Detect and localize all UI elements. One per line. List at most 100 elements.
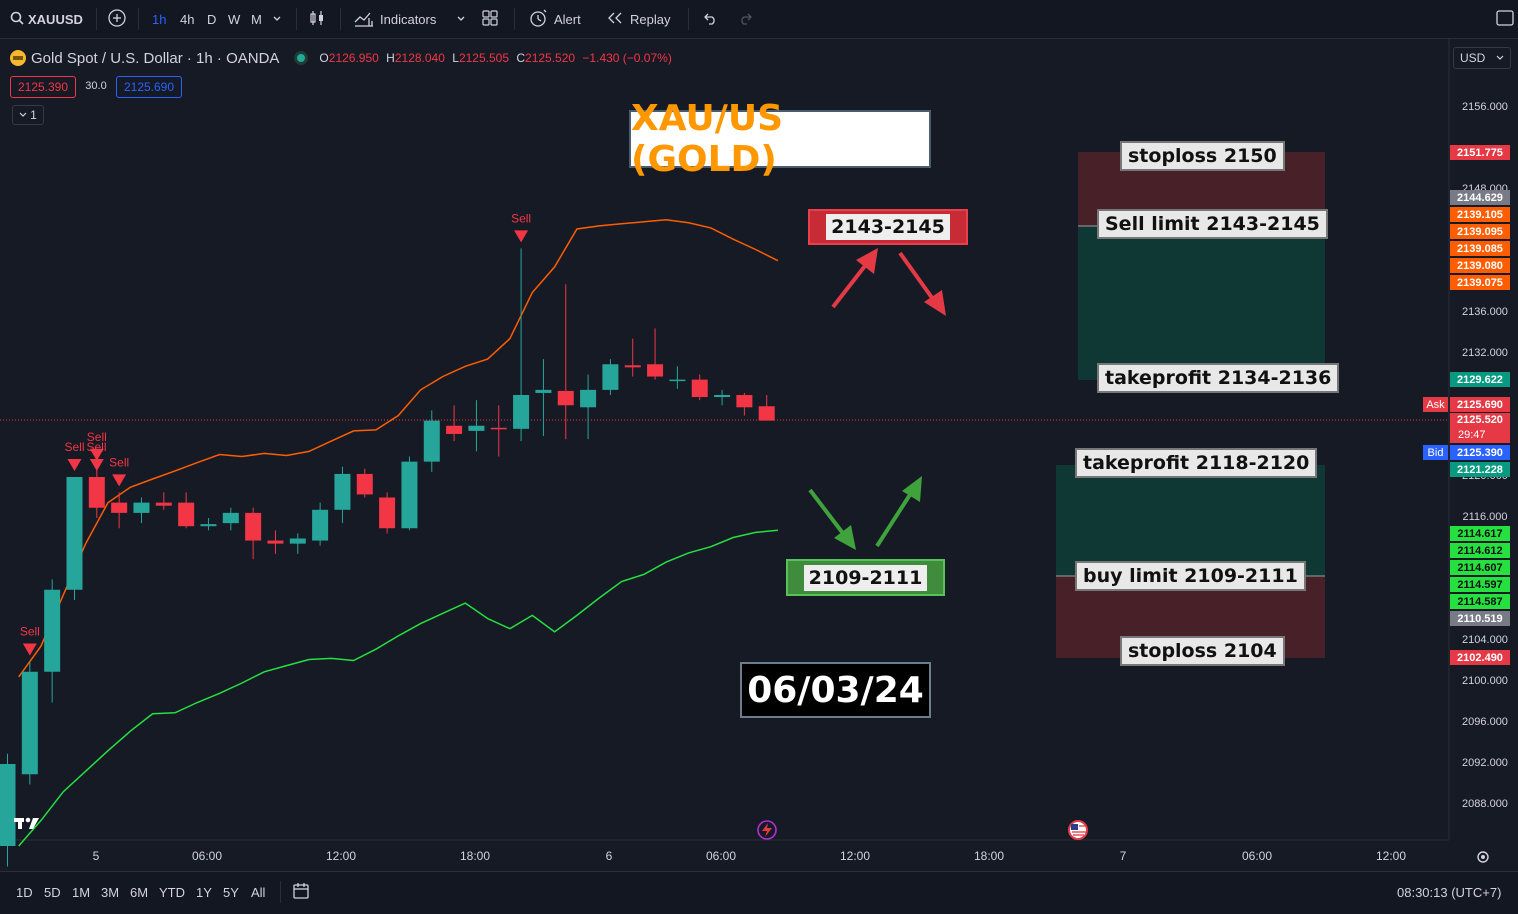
- orange-price-5: 2139.075: [1450, 275, 1510, 290]
- sell-signal-arrow: [89, 459, 104, 471]
- orange-price-4: 2139.080: [1450, 258, 1510, 273]
- sell-price-button[interactable]: 2125.390: [10, 76, 76, 98]
- candle-body: [647, 364, 664, 377]
- bottom-toolbar: 1D 5D 1M 3M 6M YTD 1Y 5Y All 08:30:13 (U…: [0, 871, 1518, 914]
- interval-dropdown[interactable]: [272, 0, 282, 38]
- interval-w[interactable]: W: [228, 11, 241, 27]
- sell-signal-arrow: [89, 448, 104, 461]
- compare-symbol-button[interactable]: [104, 0, 130, 38]
- replay-button[interactable]: Replay: [606, 0, 670, 38]
- sell-signal-label: Sell: [64, 440, 84, 454]
- last-price-block: 2125.520 29:47: [1450, 413, 1510, 443]
- stoploss-bottom-price: 2102.490: [1450, 650, 1510, 665]
- symbol-legend: Gold Spot / U.S. Dollar · 1h · OANDA O21…: [10, 48, 672, 68]
- candle-body: [423, 420, 440, 462]
- sell-zone-annotation[interactable]: 2143-2145: [808, 209, 968, 245]
- interval-d[interactable]: D: [207, 11, 217, 27]
- upper-band-line: [18, 218, 779, 678]
- legend-collapse-button[interactable]: 1: [12, 105, 44, 125]
- alert-button[interactable]: Alert: [528, 0, 581, 38]
- short-position-tool[interactable]: [1078, 152, 1325, 380]
- green-price-5: 2114.587: [1450, 594, 1510, 609]
- interval-m[interactable]: M: [251, 11, 262, 27]
- chevron-down-icon: [19, 108, 27, 122]
- range-5y[interactable]: 5Y: [223, 884, 239, 900]
- range-ytd[interactable]: YTD: [159, 884, 185, 900]
- layouts-button[interactable]: [481, 0, 499, 38]
- chevron-down-icon: [1496, 51, 1504, 65]
- lower-band-line: [18, 529, 778, 847]
- clock-display[interactable]: 08:30:13 (UTC+7): [1397, 884, 1502, 900]
- takeprofit-top-price: 2129.622: [1450, 372, 1510, 387]
- plus-circle-icon: [108, 8, 126, 30]
- buy-zone-annotation[interactable]: 2109-2111: [786, 559, 945, 596]
- fullscreen-button[interactable]: [1496, 0, 1514, 38]
- sell-signal-arrow: [514, 230, 529, 243]
- green-price-2: 2114.612: [1450, 543, 1510, 558]
- calendar-icon: [292, 882, 310, 903]
- interval-4h[interactable]: 4h: [180, 11, 195, 27]
- range-5d[interactable]: 5D: [44, 884, 61, 900]
- sell-signal-label: Sell: [511, 211, 531, 225]
- candles: [0, 248, 775, 867]
- buy-limit-label[interactable]: buy limit 2109-2111: [1075, 561, 1306, 591]
- takeprofit-bottom-label[interactable]: takeprofit 2118-2120: [1075, 448, 1318, 478]
- takeprofit-top-label[interactable]: takeprofit 2134-2136: [1097, 363, 1340, 393]
- sell-signal-label: Sell: [109, 455, 129, 469]
- search-icon: [10, 11, 24, 28]
- candle-body: [178, 502, 195, 527]
- orange-price-2: 2139.095: [1450, 224, 1510, 239]
- indicators-button[interactable]: Indicators: [354, 0, 436, 38]
- green-arrows: [808, 476, 922, 550]
- undo-button[interactable]: [702, 0, 718, 38]
- symbol-search[interactable]: XAUUSD: [2, 0, 94, 38]
- range-6m[interactable]: 6M: [130, 884, 149, 900]
- candle-body: [44, 589, 61, 672]
- candle-body: [379, 497, 396, 529]
- candle-body: [758, 406, 775, 421]
- chart-type-button[interactable]: [308, 0, 326, 38]
- range-1d[interactable]: 1D: [16, 884, 33, 900]
- takeprofit-bottom-price: 2121.228: [1450, 462, 1510, 477]
- candle-body: [334, 473, 351, 510]
- us-flag-icon[interactable]: [1068, 820, 1088, 840]
- gold-icon: [10, 50, 26, 66]
- candle-body: [736, 395, 753, 408]
- green-price-1: 2114.617: [1450, 526, 1510, 541]
- interval-1h[interactable]: 1h: [152, 11, 167, 27]
- spread-value: 30.0: [85, 80, 107, 92]
- candle-body: [267, 540, 284, 544]
- indicators-dropdown[interactable]: [456, 0, 466, 38]
- green-price-3: 2114.607: [1450, 560, 1510, 575]
- sell-signal-arrow: [22, 643, 37, 656]
- lightning-icon[interactable]: [757, 820, 777, 840]
- ohlc-values: O2126.950 H2128.040 L2125.505 C2125.520 …: [319, 51, 672, 65]
- settings-icon[interactable]: [1477, 851, 1489, 863]
- go-to-date-button[interactable]: [292, 872, 310, 912]
- stoploss-top-price: 2151.775: [1450, 145, 1510, 160]
- green-price-4: 2114.597: [1450, 577, 1510, 592]
- date-annotation[interactable]: 06/03/24: [740, 662, 931, 718]
- range-1m[interactable]: 1M: [72, 884, 91, 900]
- candle-body: [245, 512, 262, 541]
- buy-price-button[interactable]: 2125.690: [116, 76, 182, 98]
- candle-body: [669, 379, 686, 382]
- stoploss-bottom-label[interactable]: stoploss 2104: [1120, 636, 1285, 666]
- candle-body: [580, 389, 597, 408]
- range-1y[interactable]: 1Y: [196, 884, 212, 900]
- symbol-title: Gold Spot / U.S. Dollar · 1h · OANDA: [31, 49, 280, 67]
- candle-body: [200, 524, 217, 527]
- currency-select[interactable]: USD: [1453, 47, 1511, 69]
- candle-body: [557, 390, 574, 406]
- candle-body: [490, 427, 507, 430]
- range-3m[interactable]: 3M: [101, 884, 120, 900]
- redo-button[interactable]: [738, 0, 754, 38]
- title-annotation[interactable]: XAU/US (GOLD): [629, 98, 931, 180]
- candle-body: [0, 764, 16, 846]
- sell-limit-label[interactable]: Sell limit 2143-2145: [1097, 209, 1328, 239]
- stoploss-top-label[interactable]: stoploss 2150: [1120, 141, 1285, 171]
- orange-price-1: 2139.105: [1450, 207, 1510, 222]
- chevron-down-icon: [456, 12, 466, 27]
- candle-body: [714, 395, 731, 398]
- range-all[interactable]: All: [251, 884, 266, 900]
